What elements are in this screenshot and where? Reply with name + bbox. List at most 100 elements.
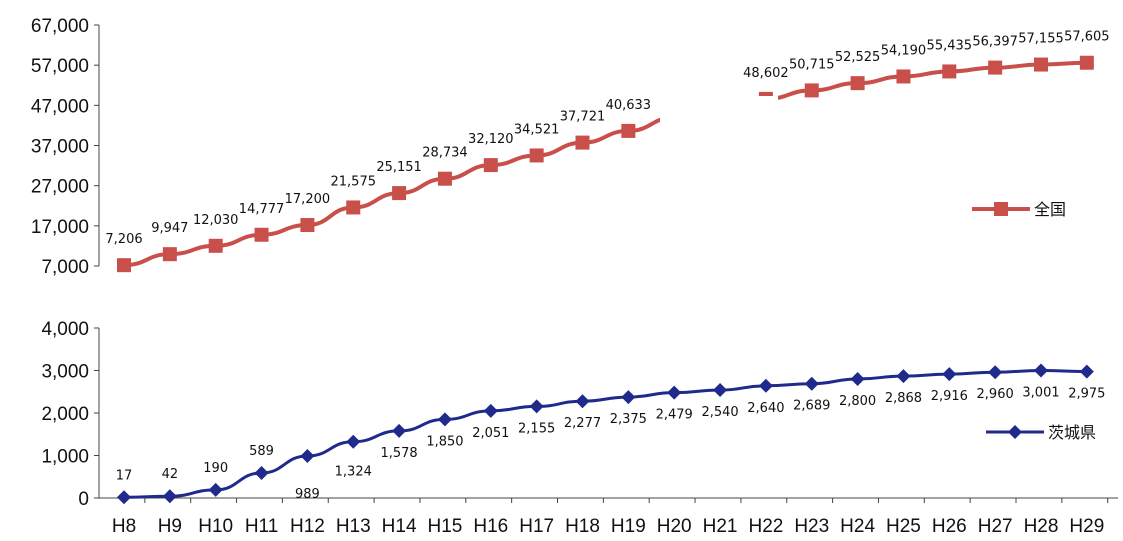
legend-label: 全国 — [1034, 200, 1066, 219]
x-tick-label: H11 — [245, 516, 278, 537]
data-point — [483, 403, 498, 418]
y-tick-label: 67,000 — [31, 16, 89, 37]
data-label: 57,605 — [1064, 30, 1110, 45]
data-point — [804, 376, 819, 391]
data-point — [117, 490, 131, 505]
data-label: 28,734 — [422, 146, 468, 161]
data-label: 2,689 — [793, 399, 830, 414]
data-label: 42 — [162, 467, 179, 482]
y-tick-label: 7,000 — [41, 257, 89, 278]
data-point — [162, 489, 177, 504]
y-tick-label: 37,000 — [31, 137, 89, 158]
data-label: 1,578 — [380, 446, 417, 461]
data-label: 7,206 — [105, 232, 142, 247]
x-tick-label: H12 — [290, 516, 325, 537]
legend-marker — [994, 202, 1008, 216]
data-label: 2,868 — [885, 391, 922, 406]
data-point — [896, 69, 911, 84]
legend-label: 茨城県 — [1048, 423, 1096, 442]
x-tick-label: H28 — [1024, 516, 1059, 537]
data-point — [529, 148, 544, 163]
data-label: 2,916 — [931, 389, 968, 404]
y-tick-label: 0 — [78, 489, 89, 510]
data-point — [392, 423, 407, 438]
y-tick-label: 57,000 — [31, 56, 89, 77]
data-point — [758, 378, 773, 393]
data-point — [988, 365, 1003, 380]
data-point — [621, 390, 636, 405]
y-tick-label: 17,000 — [31, 217, 89, 238]
data-point — [1079, 364, 1094, 379]
data-point — [804, 83, 819, 98]
data-label: 2,375 — [610, 412, 647, 427]
x-tick-label: H21 — [703, 516, 738, 537]
x-tick-label: H17 — [519, 516, 554, 537]
data-label: 17,200 — [285, 192, 331, 207]
data-point — [437, 412, 452, 427]
x-tick-label: H22 — [748, 516, 783, 537]
data-point — [437, 171, 452, 186]
data-label: 1,324 — [335, 465, 372, 480]
data-label: 52,525 — [835, 50, 881, 65]
data-label: 55,435 — [927, 38, 973, 53]
x-tick-label: H14 — [382, 516, 417, 537]
label-gap-mask — [660, 96, 778, 136]
data-label: 54,190 — [881, 43, 927, 58]
y-tick-label: 2,000 — [41, 404, 89, 425]
x-tick-label: H23 — [794, 516, 829, 537]
data-point — [529, 399, 544, 414]
data-label: 12,030 — [193, 213, 239, 228]
data-point — [621, 123, 636, 138]
data-point — [208, 238, 223, 253]
x-tick-label: H18 — [565, 516, 600, 537]
data-point — [1079, 55, 1094, 70]
data-point — [667, 385, 682, 400]
x-tick-label: H24 — [840, 516, 875, 537]
data-label: 2,155 — [518, 421, 555, 436]
x-tick-label: H15 — [428, 516, 463, 537]
y-tick-label: 1,000 — [41, 447, 89, 468]
x-tick-label: H29 — [1069, 516, 1104, 537]
data-label: 2,975 — [1068, 387, 1105, 402]
x-tick-label: H8 — [112, 516, 136, 537]
x-axis-labels: H8 H9 H10 H11 H12 H13 H14 H15 H16 H17 H18 H19 H20 H21… — [112, 516, 1104, 537]
data-label: 56,397 — [972, 35, 1018, 50]
data-point — [850, 76, 865, 91]
y-tick-label: 27,000 — [31, 177, 89, 198]
data-point — [575, 394, 590, 409]
data-point — [208, 482, 223, 497]
data-point — [1034, 363, 1048, 378]
national-chart-panel: 7,000 17,000 27,000 37,000 47,000 57,000 67,00… — [31, 16, 1110, 278]
data-point — [254, 465, 269, 480]
x-tick-label: H9 — [158, 516, 182, 537]
data-label: 2,800 — [839, 394, 876, 409]
x-tick-label: H25 — [886, 516, 921, 537]
data-label: 48,602 — [743, 66, 789, 81]
ibaraki-chart-panel: 0 1,000 2,000 3,000 4,000 17 42 190 589 989 1,324 1… — [41, 319, 1118, 510]
data-point — [392, 186, 407, 201]
data-label: 50,715 — [789, 57, 835, 72]
x-tick-label: H20 — [657, 516, 692, 537]
data-point — [346, 200, 361, 215]
y-tick-label: 3,000 — [41, 362, 89, 383]
data-point — [942, 367, 957, 382]
data-label: 17 — [116, 468, 133, 483]
data-label: 2,540 — [701, 405, 738, 420]
data-point — [162, 247, 177, 262]
data-point — [300, 218, 315, 233]
data-point — [942, 64, 957, 79]
data-label: 37,721 — [560, 110, 606, 125]
data-label: 2,960 — [977, 387, 1014, 402]
data-label: 2,640 — [747, 401, 784, 416]
data-label: 589 — [249, 444, 274, 459]
data-point — [483, 158, 498, 173]
data-label: 2,277 — [564, 416, 601, 431]
data-label: 989 — [295, 487, 320, 502]
x-tick-label: H26 — [932, 516, 967, 537]
x-tick-label: H13 — [336, 516, 371, 537]
data-label: 25,151 — [376, 160, 422, 175]
data-label: 9,947 — [151, 221, 188, 236]
data-point — [1034, 57, 1048, 72]
data-label: 2,479 — [656, 408, 693, 423]
